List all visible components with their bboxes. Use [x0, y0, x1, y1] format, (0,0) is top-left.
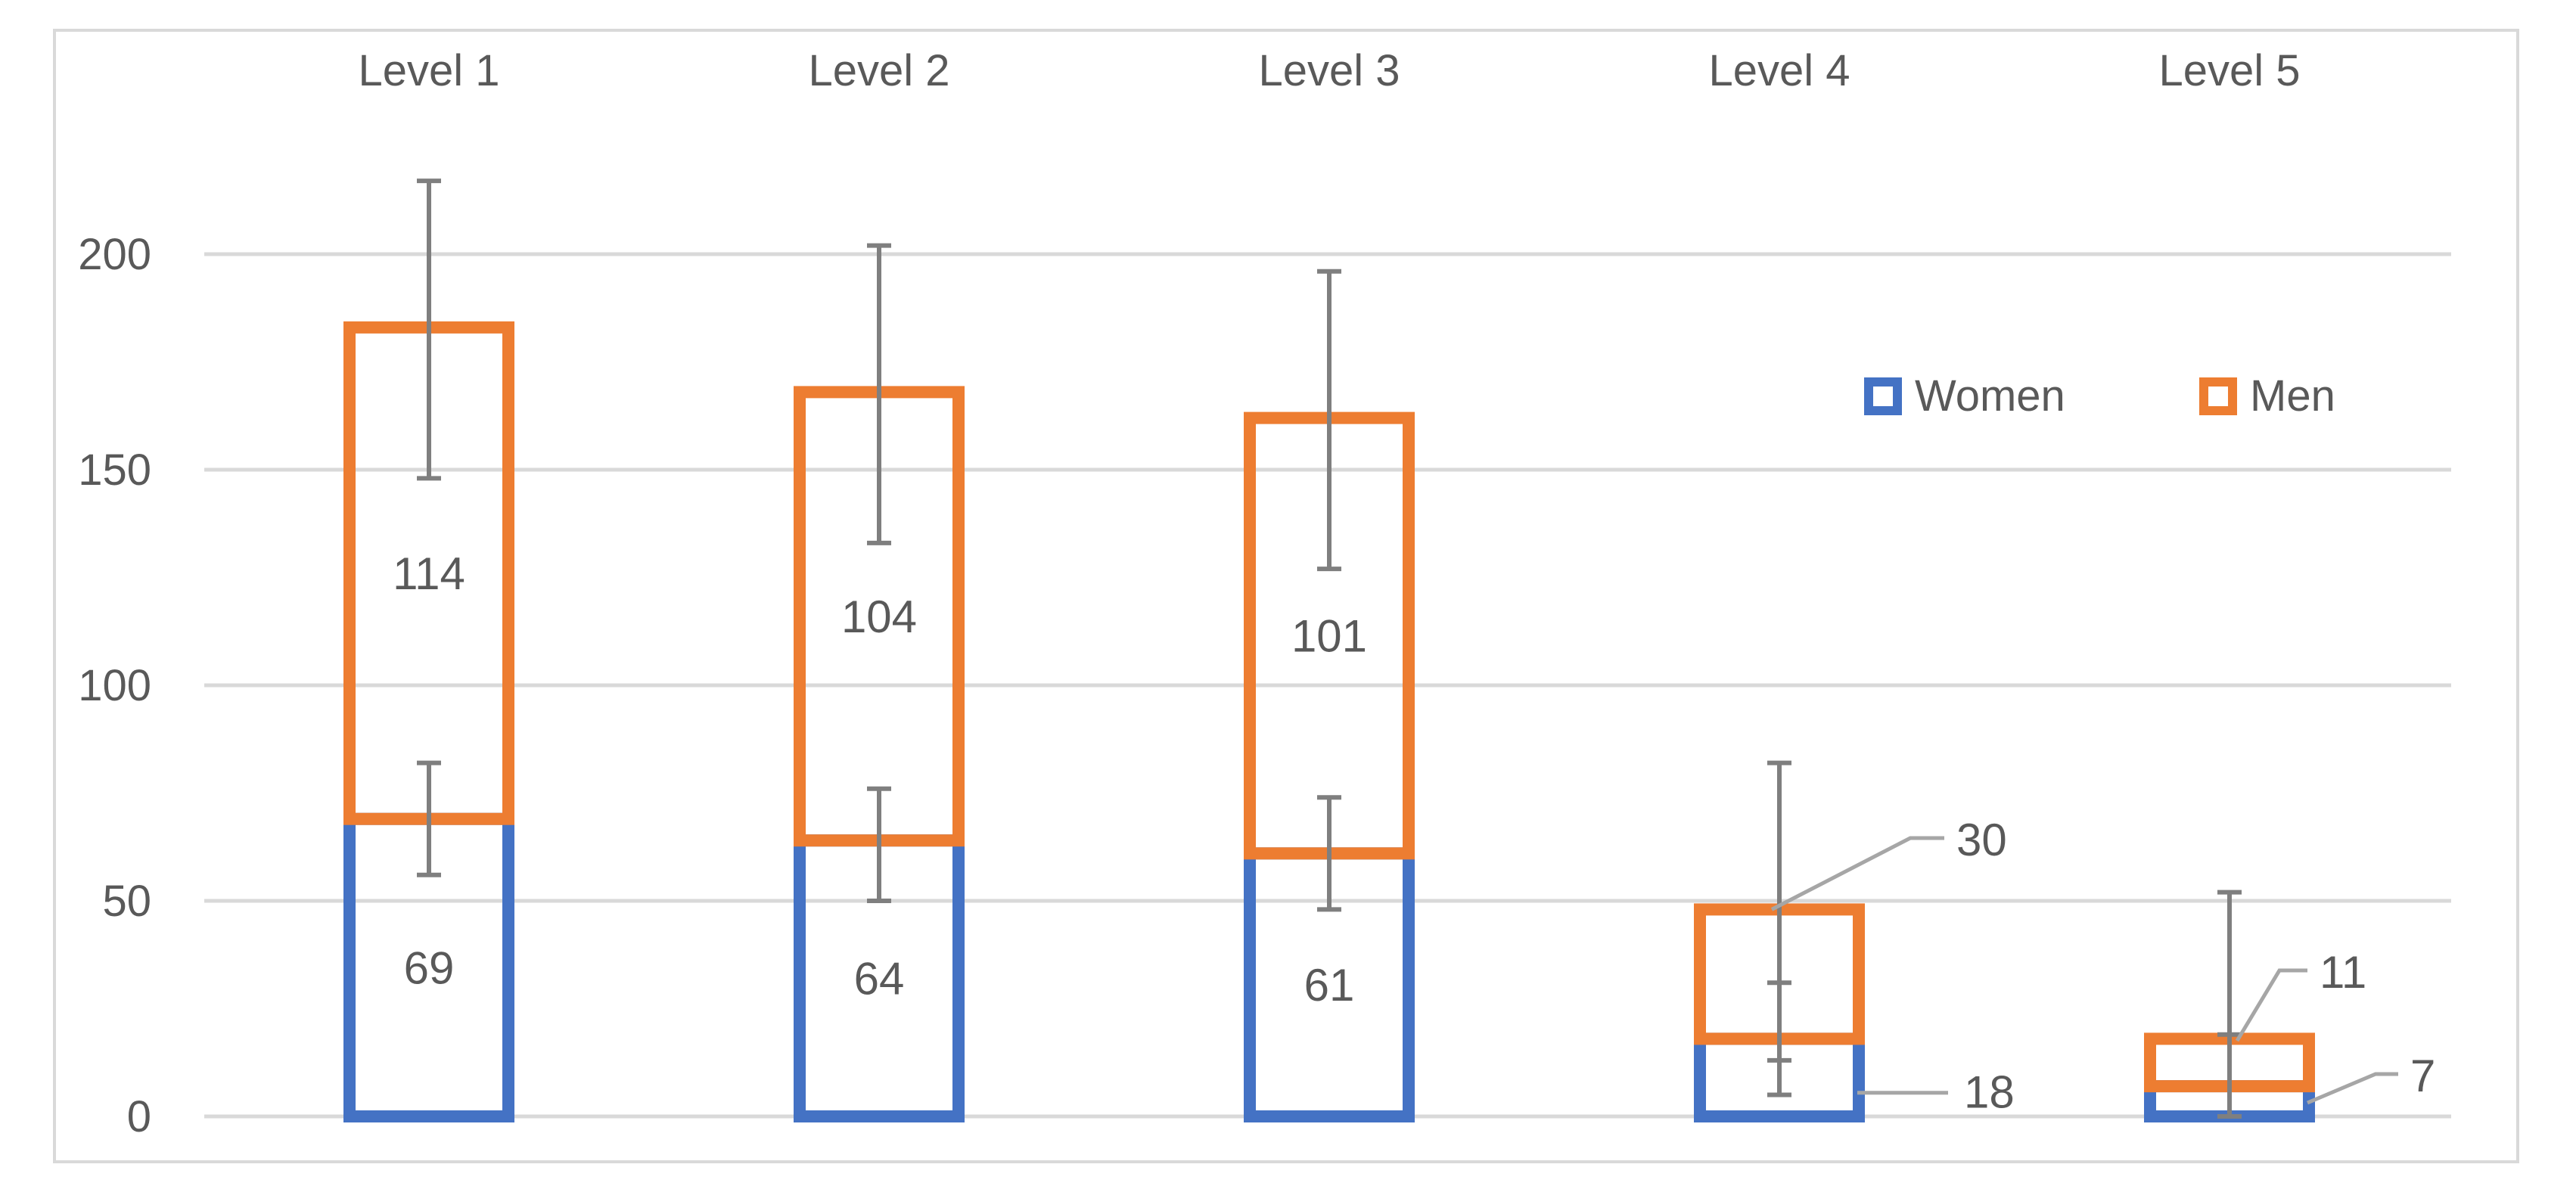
y-tick-label: 150	[78, 446, 151, 495]
data-label-women: 18	[1964, 1067, 2015, 1118]
data-labels: 69 114 64 104 61 101 18 30 7 11	[393, 548, 2435, 1118]
legend-swatch-women	[1864, 377, 1902, 415]
data-label-women: 69	[404, 942, 455, 993]
category-label: Level 1	[358, 46, 499, 95]
chart-frame	[53, 29, 2519, 1163]
data-label-women: 61	[1304, 960, 1355, 1011]
category-label: Level 4	[1708, 46, 1850, 95]
y-axis-ticks: 0 50 100 150 200	[78, 230, 151, 1141]
category-label: Level 2	[808, 46, 949, 95]
data-label-men: 30	[1956, 815, 2007, 865]
category-labels: Level 1 Level 2 Level 3 Level 4 Level 5	[358, 46, 2300, 95]
leader-line-men	[2235, 968, 2307, 1042]
legend: Women Men	[1864, 371, 2335, 421]
data-label-men: 11	[2320, 947, 2366, 998]
y-tick-label: 100	[78, 661, 151, 710]
y-tick-label: 200	[78, 230, 151, 279]
category-label: Level 3	[1258, 46, 1400, 95]
leader-line-men	[1770, 836, 1944, 911]
legend-label-women: Women	[1915, 371, 2065, 421]
data-label-men: 104	[841, 591, 917, 642]
y-tick-label: 50	[102, 877, 151, 926]
legend-label-men: Men	[2250, 371, 2335, 421]
data-label-men: 114	[393, 548, 465, 599]
y-tick-label: 0	[127, 1092, 151, 1141]
legend-swatch-men	[2199, 377, 2237, 415]
error-bars	[417, 179, 2242, 1119]
category-label: Level 5	[2158, 46, 2300, 95]
data-label-men: 101	[1291, 610, 1367, 661]
data-label-women: 64	[854, 954, 905, 1004]
leader-line-women	[2307, 1072, 2398, 1105]
data-label-women: 7	[2410, 1051, 2435, 1101]
